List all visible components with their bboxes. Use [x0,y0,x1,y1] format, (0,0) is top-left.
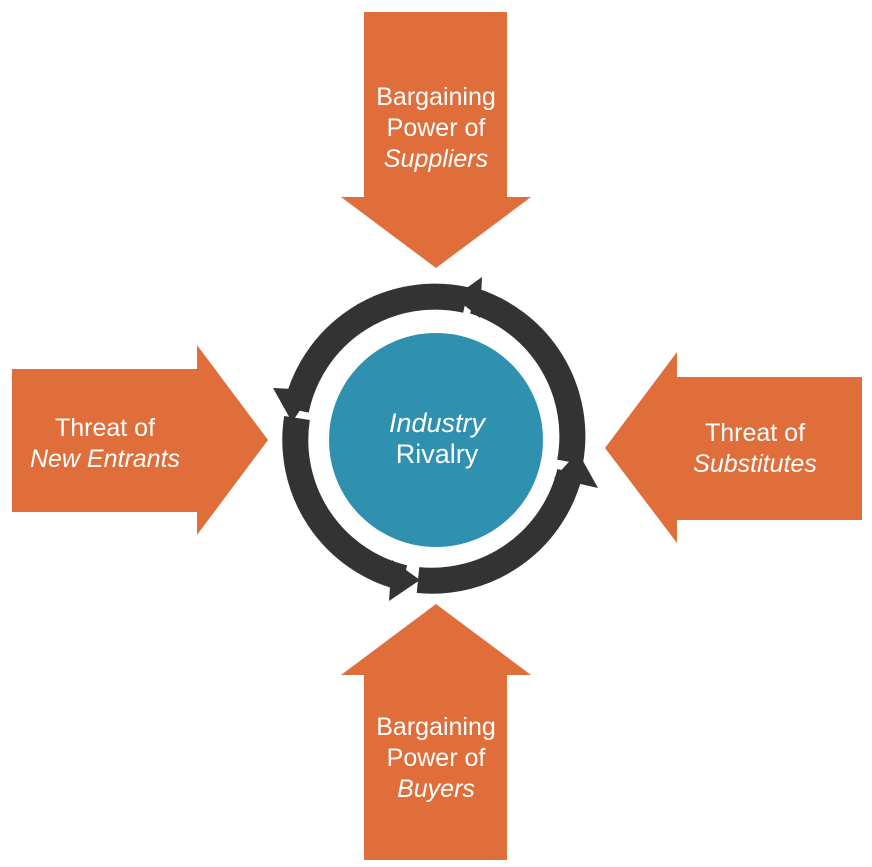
new-entrants-label: Threat of New Entrants [10,413,200,475]
cycle-arc-top-left [283,283,469,413]
cycle-arrowhead-bottom [389,560,420,601]
industry-rivalry-circle [329,333,543,547]
industry-rivalry-line2: Rivalry [395,439,479,469]
industry-rivalry-label: Industry Rivalry [328,408,546,470]
suppliers-label: Bargaining Power of Suppliers [352,82,520,175]
cycle-arrowhead-left [273,388,314,422]
industry-rivalry-line1: Industry [388,408,486,438]
buyers-label-line1: Bargaining [376,713,496,741]
buyers-label-line2: Power of [386,744,486,772]
suppliers-arrow [341,12,531,268]
buyers-arrow [341,604,531,860]
buyers-label-line3: Buyers [397,775,475,803]
cycle-arrowhead-top [454,277,482,318]
rivalry-cycle-ring [282,283,586,594]
new-entrants-label-line2: New Entrants [29,445,181,473]
cycle-arc-bottom-right [416,468,583,594]
suppliers-label-line2: Power of [386,114,486,142]
substitutes-label-line2: Substitutes [693,450,817,478]
substitutes-label: Threat of Substitutes [660,418,850,480]
suppliers-label-line1: Bargaining [376,83,496,111]
cycle-arrowhead-right [554,452,598,488]
suppliers-label-line3: Suppliers [383,145,489,173]
substitutes-label-line1: Threat of [704,419,806,447]
cycle-arc-top-right [469,288,586,465]
new-entrants-arrow [12,345,268,535]
new-entrants-label-line1: Threat of [54,414,156,442]
cycle-arc-bottom-left [282,415,408,591]
buyers-label: Bargaining Power of Buyers [352,712,520,805]
substitutes-arrow [605,352,862,543]
